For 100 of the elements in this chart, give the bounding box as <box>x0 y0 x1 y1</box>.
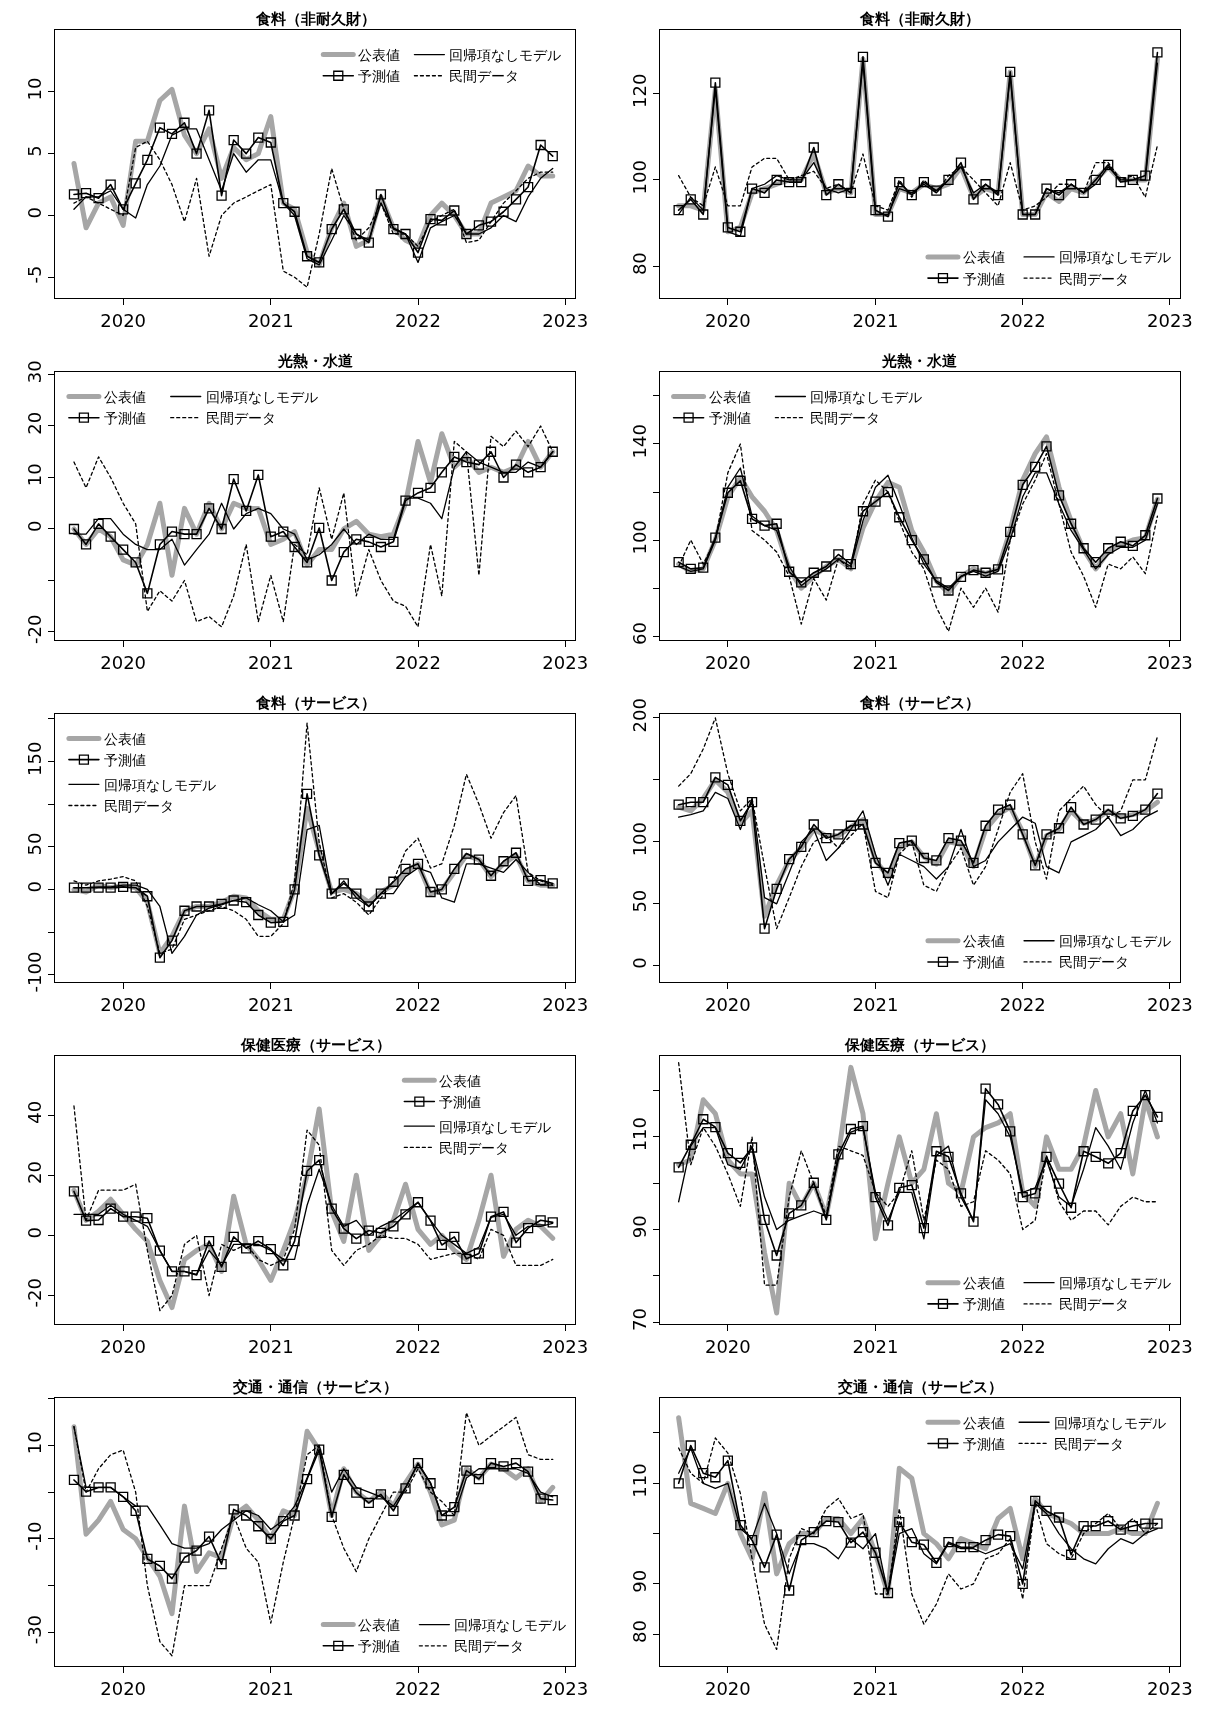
legend-label: 公表値 <box>103 730 146 747</box>
legend-label: 予測値 <box>962 954 1005 971</box>
y-tick-label: 0 <box>628 957 650 969</box>
x-tick-label: 2023 <box>1147 651 1193 673</box>
legend-label: 回帰項なしモデル <box>449 47 562 64</box>
chart-title: 保健医療（サービス） <box>240 1036 391 1054</box>
x-tick-label: 2021 <box>247 993 294 1015</box>
legend-label: 民間データ <box>1059 1296 1130 1313</box>
x-tick-label: 2023 <box>542 993 589 1015</box>
y-tick-label: 100 <box>628 821 650 857</box>
x-tick-label: 2022 <box>395 993 441 1015</box>
legend-label: 民間データ <box>205 410 276 427</box>
x-tick-label: 2020 <box>704 993 751 1015</box>
legend-label: 予測値 <box>358 1638 401 1655</box>
legend-label: 民間データ <box>439 1139 510 1156</box>
legend-label: 予測値 <box>962 270 1005 287</box>
x-tick-label: 2022 <box>999 309 1046 331</box>
y-tick-label: 0 <box>23 207 45 219</box>
x-tick-label: 2023 <box>542 1335 589 1357</box>
y-tick-label: 30 <box>23 360 45 384</box>
y-tick-label: -30 <box>23 1614 45 1645</box>
y-tick-label: 0 <box>23 880 45 893</box>
legend-label: 予測値 <box>708 410 751 427</box>
y-tick-label: 110 <box>628 1116 650 1152</box>
x-tick-label: 2020 <box>100 651 147 673</box>
chart-title: 食料（非耐久財） <box>255 10 376 28</box>
x-tick-label: 2020 <box>100 993 147 1015</box>
x-tick-label: 2020 <box>100 1677 147 1699</box>
legend-label: 民間データ <box>1059 270 1130 287</box>
y-tick-label: 200 <box>628 698 650 733</box>
y-tick-label: 0 <box>23 1226 45 1239</box>
legend-label: 回帰項なしモデル <box>205 388 318 405</box>
legend-label: 民間データ <box>1054 1435 1125 1452</box>
x-tick-label: 2021 <box>247 1335 294 1357</box>
x-tick-label: 2020 <box>100 309 147 331</box>
legend-label: 回帰項なしモデル <box>1059 1275 1172 1292</box>
x-tick-label: 2021 <box>852 1335 899 1357</box>
x-tick-label: 2020 <box>704 1677 751 1699</box>
legend-label: 民間データ <box>103 797 174 814</box>
y-tick-label: 150 <box>23 741 45 776</box>
legend-label: 予測値 <box>103 410 146 427</box>
chart-title: 交通・通信（サービス） <box>837 1378 1003 1396</box>
y-tick-label: 20 <box>23 411 45 435</box>
legend-label: 民間データ <box>810 410 881 427</box>
legend-label: 公表値 <box>962 1275 1005 1292</box>
legend-label: 回帰項なしモデル <box>1059 249 1172 266</box>
y-tick-label: 100 <box>628 160 650 195</box>
legend-label: 回帰項なしモデル <box>454 1617 567 1634</box>
legend-label: 公表値 <box>358 1617 401 1634</box>
y-tick-label: -20 <box>23 614 45 644</box>
x-tick-label: 2023 <box>542 309 589 331</box>
y-tick-label: 110 <box>628 1463 650 1498</box>
y-tick-label: -20 <box>23 1278 45 1308</box>
x-tick-label: 2021 <box>852 1677 899 1699</box>
x-tick-label: 2023 <box>1147 993 1193 1015</box>
chart-title: 交通・通信（サービス） <box>232 1378 398 1396</box>
x-tick-label: 2021 <box>852 309 899 331</box>
x-tick-label: 2020 <box>704 1335 751 1357</box>
y-tick-label: 10 <box>23 1431 45 1455</box>
x-tick-label: 2021 <box>247 1677 294 1699</box>
x-tick-label: 2020 <box>704 309 751 331</box>
x-tick-label: 2023 <box>1147 1335 1193 1357</box>
x-tick-label: 2022 <box>395 309 441 331</box>
x-tick-label: 2023 <box>542 651 589 673</box>
y-tick-label: 50 <box>23 832 45 856</box>
legend-label: 回帰項なしモデル <box>1059 933 1172 950</box>
y-tick-label: 10 <box>23 77 45 101</box>
y-tick-label: 100 <box>628 520 650 555</box>
y-tick-label: 80 <box>628 252 650 276</box>
chart-title: 食料（サービス） <box>859 694 980 712</box>
legend-label: 回帰項なしモデル <box>1054 1414 1167 1431</box>
x-tick-label: 2021 <box>852 651 899 673</box>
legend-label: 公表値 <box>962 933 1005 950</box>
x-tick-label: 2022 <box>999 651 1046 673</box>
x-tick-label: 2021 <box>247 651 294 673</box>
x-tick-label: 2020 <box>704 651 751 673</box>
x-tick-label: 2020 <box>100 1335 147 1357</box>
legend-label: 回帰項なしモデル <box>103 776 216 793</box>
legend-label: 公表値 <box>439 1072 482 1089</box>
y-tick-label: 90 <box>628 1215 650 1239</box>
x-tick-label: 2022 <box>395 1677 441 1699</box>
y-tick-label: -100 <box>23 951 45 993</box>
legend-label: 回帰項なしモデル <box>810 388 923 405</box>
legend-label: 公表値 <box>103 388 146 405</box>
y-tick-label: 140 <box>628 424 650 459</box>
legend-label: 公表値 <box>708 388 751 405</box>
legend-label: 予測値 <box>962 1296 1005 1313</box>
y-tick-label: 40 <box>23 1100 45 1124</box>
y-tick-label: 90 <box>628 1569 650 1593</box>
y-tick-label: 70 <box>628 1308 650 1331</box>
legend-label: 回帰項なしモデル <box>439 1118 552 1135</box>
x-tick-label: 2022 <box>395 1335 441 1357</box>
x-tick-label: 2022 <box>999 1335 1046 1357</box>
chart-title: 食料（サービス） <box>255 694 376 712</box>
legend-label: 民間データ <box>449 68 520 85</box>
x-tick-label: 2021 <box>852 993 899 1015</box>
y-tick-label: -5 <box>23 265 45 284</box>
chart-title: 食料（非耐久財） <box>859 10 980 28</box>
y-tick-label: -10 <box>23 1521 45 1551</box>
x-tick-label: 2023 <box>1147 1677 1193 1699</box>
